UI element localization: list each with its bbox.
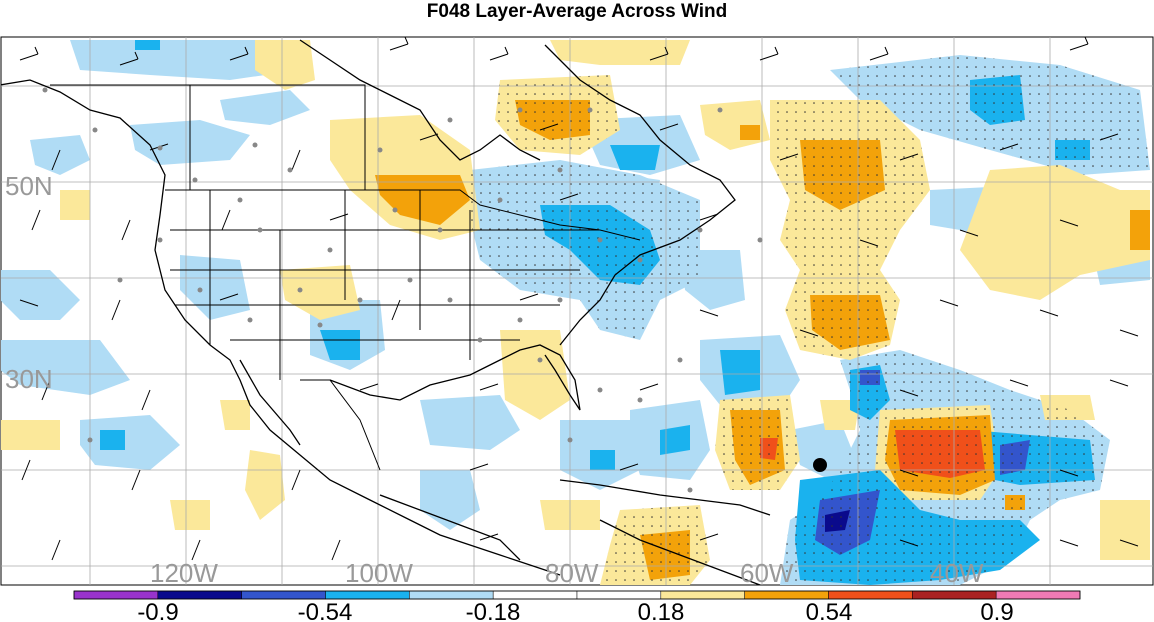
legend-frame (73, 590, 1081, 600)
coastlines (1, 39, 771, 585)
legend-tick-label: 0.18 (638, 599, 685, 622)
wind-barbs (19, 37, 1139, 561)
legend-color-bin (576, 590, 662, 600)
significance-stipple (470, 55, 1150, 585)
storm-center-marker (813, 458, 827, 472)
political-borders (50, 84, 641, 471)
legend-color-bin (241, 590, 326, 600)
legend-tick-label: -0.9 (137, 599, 178, 622)
legend-color-bin (828, 590, 913, 600)
lat-label-50n: 50N (5, 171, 53, 201)
observation-sites (42, 87, 763, 493)
legend-tick-label: -0.54 (298, 599, 353, 622)
lon-label-60w: 60W (740, 558, 794, 586)
lon-label-120w: 120W (150, 558, 218, 586)
lon-label-40w: 40W (930, 558, 984, 586)
lon-label-80w: 80W (545, 558, 599, 586)
lat-label-30n: 30N (5, 364, 53, 394)
legend-tick-label: 0.54 (806, 599, 853, 622)
chart-title: F048 Layer-Average Across Wind (426, 1, 728, 22)
legend-color-bin (409, 590, 494, 600)
legend-color-bin (912, 590, 997, 600)
legend-color-bin (157, 590, 242, 600)
map-panel: 50N 30N 120W 100W 80W 60W 40W (0, 36, 1154, 586)
legend-tick-label: 0.9 (980, 599, 1013, 622)
legend-color-bin (660, 590, 745, 600)
legend-color-bin (73, 590, 159, 600)
legend-color-bin (325, 590, 410, 600)
legend-color-bin (492, 590, 578, 600)
legend-color-bin (744, 590, 829, 600)
legend-tick-label: -0.18 (466, 599, 521, 622)
lon-label-100w: 100W (345, 558, 413, 586)
legend-color-bin (995, 590, 1081, 600)
